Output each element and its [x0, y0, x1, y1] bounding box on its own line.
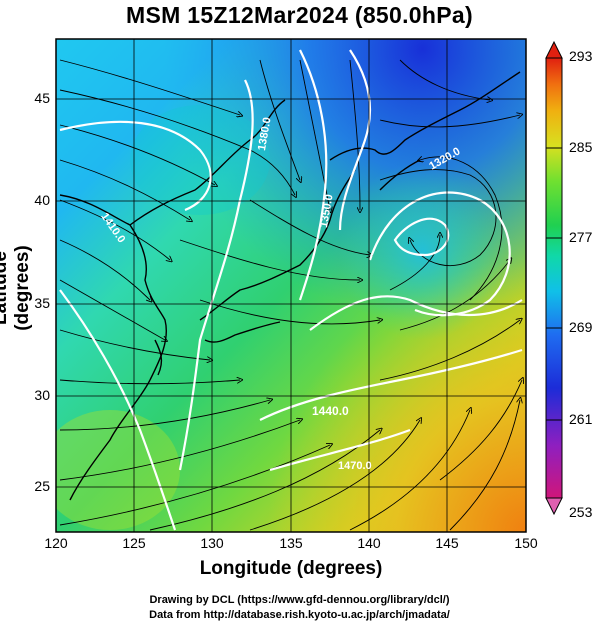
x-tick-label: 130	[200, 535, 224, 551]
colorbar-tick-label: 253	[569, 504, 593, 520]
contour-line	[178, 79, 254, 471]
colorbar-tick-marks	[546, 147, 562, 421]
colorbar-tick-label: 293	[569, 48, 593, 64]
contour-line	[259, 348, 523, 421]
colorbar-tick-label: 261	[569, 411, 593, 427]
lat-lon-grid	[56, 39, 526, 532]
data-credit: Data from http://database.rish.kyoto-u.a…	[149, 609, 450, 621]
contour-line	[393, 217, 450, 257]
y-tick-label: 40	[34, 192, 50, 208]
x-tick-label: 150	[514, 535, 538, 551]
contour-label: 1440.0	[312, 404, 349, 418]
drawing-credit: Drawing by DCL (https://www.gfd-dennou.o…	[149, 594, 450, 606]
x-tick-label: 125	[122, 535, 146, 551]
colorbar-tick-label: 269	[569, 319, 593, 335]
x-axis-label: Longitude (degrees)	[199, 558, 383, 579]
colorbar-min-triangle	[545, 497, 563, 516]
map-title: MSM 15Z12Mar2024 (850.0hPa)	[126, 2, 473, 28]
x-tick-label: 140	[357, 535, 381, 551]
y-tick-label: 30	[34, 387, 50, 403]
y-tick-label: 35	[34, 295, 50, 311]
x-tick-label: 145	[435, 535, 459, 551]
wind-streamlines	[59, 59, 522, 531]
y-tick-label: 45	[34, 90, 50, 106]
contour-line	[368, 191, 511, 317]
colorbar-max-triangle	[545, 40, 563, 59]
contour-label: 1470.0	[338, 460, 372, 472]
plot-frame	[55, 38, 527, 533]
contour-line	[59, 120, 212, 212]
y-tick-label: 25	[34, 478, 50, 494]
x-tick-label: 135	[279, 535, 303, 551]
colorbar-tick-label: 277	[569, 229, 593, 245]
contour-line	[309, 295, 523, 331]
height-contours	[59, 49, 523, 531]
x-tick-label: 120	[44, 535, 68, 551]
contour-line	[269, 428, 411, 472]
contour-line	[338, 49, 372, 231]
colorbar	[545, 57, 563, 499]
y-axis-label: Latitude (degrees)	[0, 245, 33, 331]
colorbar-tick-label: 285	[569, 139, 593, 155]
contour-line	[298, 49, 328, 301]
contour-line	[59, 289, 177, 531]
